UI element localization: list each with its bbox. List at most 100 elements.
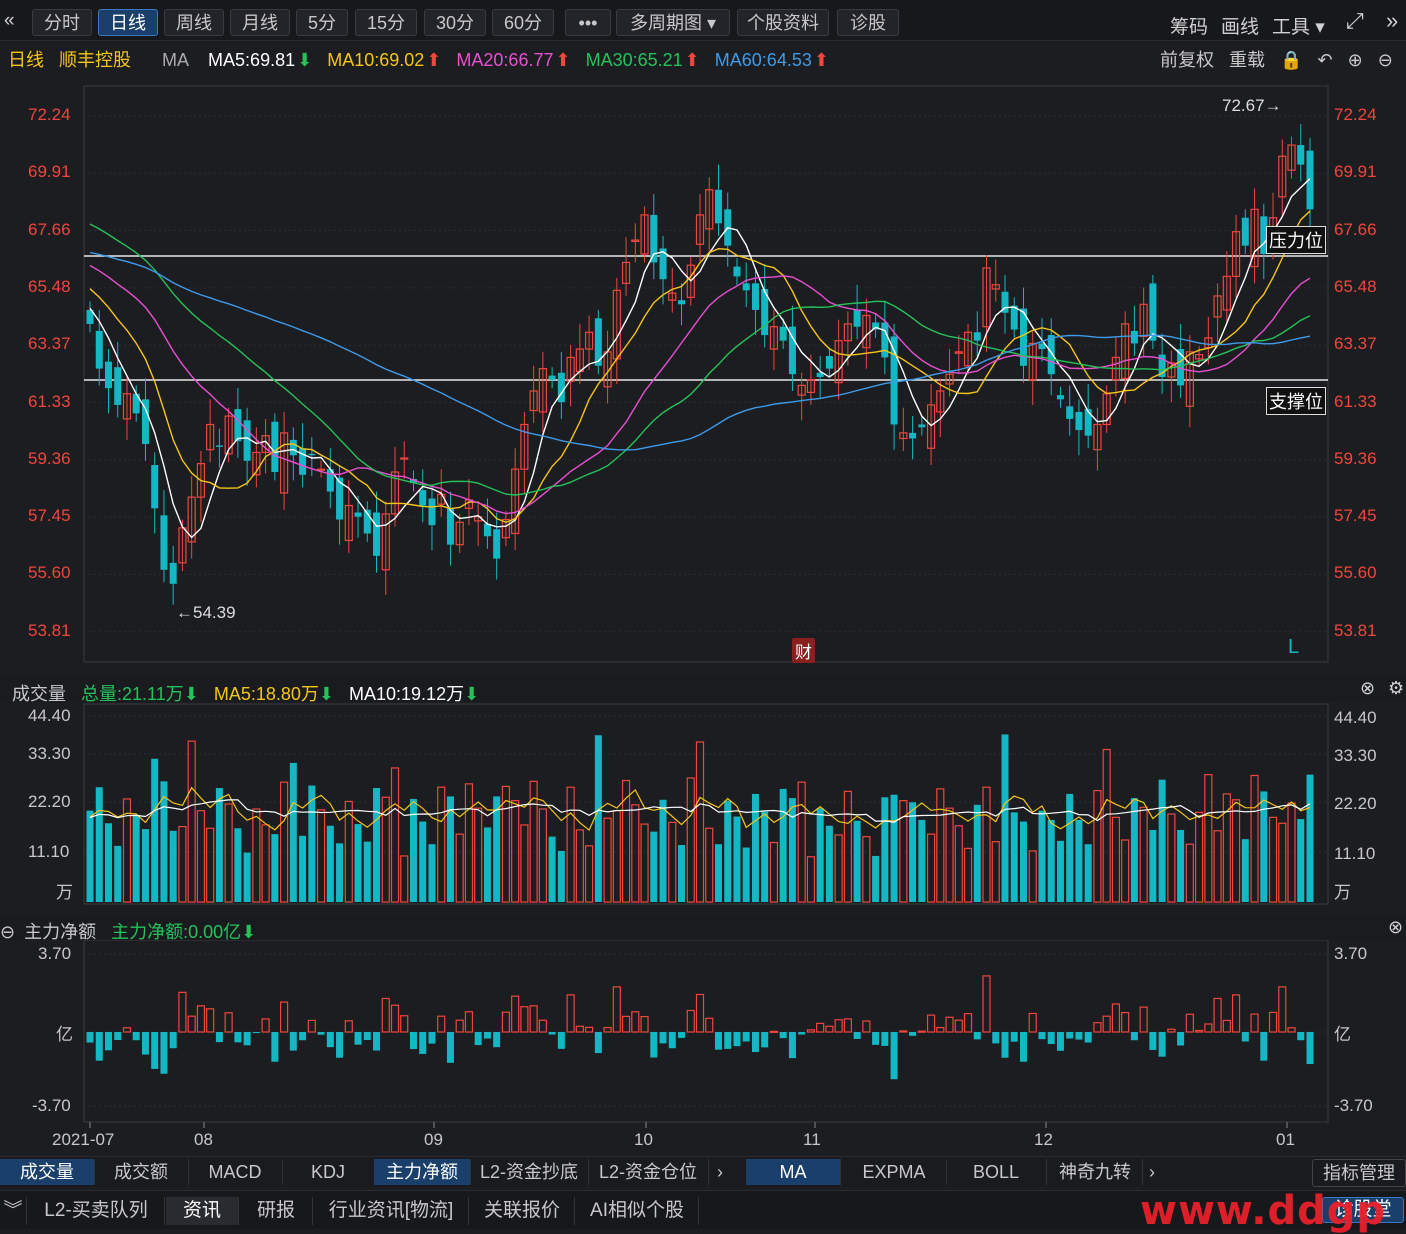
- indicator-tab-0[interactable]: 成交量: [0, 1159, 95, 1185]
- flow-collapse-icon[interactable]: ⊖: [0, 922, 16, 942]
- reload-button[interactable]: 重载: [1229, 50, 1266, 70]
- volume-bar: [354, 824, 362, 902]
- volume-close-icon[interactable]: ⊗: [1360, 678, 1376, 698]
- stock-profile-button[interactable]: 个股资料: [737, 9, 829, 36]
- bottom-tab-4[interactable]: 关联报价: [470, 1197, 575, 1225]
- multi-period-button[interactable]: 多周期图 ▾: [616, 9, 730, 36]
- finance-badge[interactable]: 财: [792, 638, 815, 663]
- flow-bar: [668, 1032, 676, 1049]
- volume-unit-left: 万: [56, 883, 73, 902]
- back-icon[interactable]: «: [4, 10, 15, 31]
- zoom-in-icon[interactable]: ⊕: [1347, 50, 1363, 70]
- candle-body: [1213, 295, 1222, 318]
- candle-body: [520, 423, 529, 470]
- volume-bar: [206, 827, 215, 903]
- flow-bar: [1056, 1032, 1064, 1051]
- bottom-tab-2[interactable]: 研报: [240, 1197, 313, 1225]
- price-tick-left: 67.66: [28, 219, 71, 239]
- candle-body: [95, 330, 103, 369]
- expand-icon[interactable]: ⤢: [1346, 8, 1364, 33]
- indicator-tab-4[interactable]: 主力净额: [374, 1159, 471, 1185]
- volume-bar: [881, 797, 889, 902]
- indicator-tabs-next-icon[interactable]: ›: [717, 1162, 723, 1182]
- flow-bar: [714, 1032, 722, 1050]
- flow-close-icon[interactable]: ⊗: [1388, 917, 1404, 937]
- volume-bar: [1075, 819, 1083, 902]
- tools-button[interactable]: 工具 ▾: [1272, 17, 1325, 38]
- indicator-tab-1[interactable]: 成交额: [94, 1159, 189, 1185]
- period-tab-6[interactable]: 30分: [424, 9, 486, 36]
- indicator-manage-button[interactable]: 指标管理: [1312, 1159, 1406, 1187]
- volume-bar: [742, 847, 750, 902]
- overlay-tabs-next-icon[interactable]: ›: [1149, 1162, 1155, 1182]
- candle-body: [114, 367, 122, 405]
- candle-body: [668, 292, 677, 301]
- candle-body: [501, 518, 511, 539]
- period-tab-2[interactable]: 周线: [164, 9, 224, 36]
- period-tab-0[interactable]: 分时: [32, 9, 92, 36]
- indicator-tab-2[interactable]: MACD: [188, 1159, 283, 1185]
- volume-bar: [196, 810, 206, 903]
- indicator-tab-3[interactable]: KDJ: [282, 1159, 375, 1185]
- overlay-tab-0[interactable]: MA: [746, 1159, 841, 1185]
- flow-bar: [1260, 1032, 1268, 1061]
- flow-axis-bottom-left: -3.70: [32, 1096, 71, 1115]
- flow-value: 主力净额:0.00亿: [111, 922, 242, 942]
- volume-bar: [455, 833, 464, 903]
- volume-bar: [1102, 748, 1111, 903]
- period-tab-3[interactable]: 月线: [230, 9, 290, 36]
- flow-bar: [529, 1005, 538, 1033]
- candle-body: [400, 457, 409, 460]
- indicator-tab-5[interactable]: L2-资金抄底: [470, 1159, 589, 1185]
- zoom-out-icon[interactable]: ⊖: [1377, 50, 1393, 70]
- lock-icon[interactable]: 🔒: [1280, 50, 1303, 70]
- draw-button[interactable]: 画线: [1221, 17, 1260, 38]
- overlay-tab-3[interactable]: 神奇九转: [1048, 1159, 1143, 1185]
- candle-body: [151, 465, 159, 509]
- period-tab-4[interactable]: 5分: [296, 9, 348, 36]
- collapse-icon[interactable]: »: [1386, 8, 1399, 33]
- forward-adjust-button[interactable]: 前复权: [1160, 50, 1214, 70]
- candle-body: [326, 469, 334, 492]
- candle-body: [1185, 351, 1194, 407]
- bottom-tab-1[interactable]: 资讯: [166, 1197, 239, 1225]
- ma30-line: [89, 223, 1311, 496]
- overlay-tab-2[interactable]: BOLL: [946, 1159, 1047, 1185]
- x-axis-label: 01: [1276, 1130, 1295, 1149]
- period-tab-1[interactable]: 日线: [98, 9, 158, 36]
- volume-gear-icon[interactable]: ⚙: [1388, 678, 1405, 698]
- chips-button[interactable]: 筹码: [1170, 17, 1209, 38]
- indicator-tab-6[interactable]: L2-资金仓位: [588, 1159, 709, 1185]
- volume-bar: [271, 834, 279, 902]
- candle-body: [1231, 231, 1241, 277]
- volume-bar: [132, 814, 140, 902]
- bottom-tab-5[interactable]: AI相似个股: [576, 1197, 699, 1225]
- volume-bar: [215, 788, 223, 902]
- diagnose-hall-button[interactable]: 诊股堂: [1322, 1197, 1404, 1223]
- flow-bar: [381, 997, 390, 1033]
- bottom-collapse-icon[interactable]: ︾: [0, 1197, 27, 1225]
- candle-body: [797, 384, 806, 396]
- undo-icon[interactable]: ↶: [1317, 50, 1333, 70]
- flow-bar: [575, 1025, 584, 1033]
- volume-bar: [853, 820, 861, 902]
- candle-body: [1038, 343, 1046, 350]
- bottom-tab-3[interactable]: 行业资讯[物流]: [314, 1197, 469, 1225]
- ma-label[interactable]: MA: [162, 50, 190, 70]
- volume-bar: [1194, 811, 1204, 903]
- volume-bar: [1038, 810, 1046, 902]
- period-tab-7[interactable]: 60分: [492, 9, 554, 36]
- candle-body: [594, 318, 602, 366]
- candle-body: [1093, 423, 1102, 451]
- more-button[interactable]: •••: [565, 9, 611, 36]
- flow-bar: [252, 1032, 260, 1034]
- overlay-tab-1[interactable]: EXPMA: [842, 1159, 947, 1185]
- volume-bar: [1139, 806, 1148, 903]
- bottom-tab-0[interactable]: L2-买卖队列: [28, 1197, 165, 1225]
- kline-chart[interactable]: [0, 40, 1406, 1190]
- candle-body: [1066, 406, 1074, 419]
- candle-body: [344, 504, 353, 542]
- period-tab-5[interactable]: 15分: [355, 9, 417, 36]
- diagnose-button[interactable]: 诊股: [837, 9, 899, 36]
- flow-bar: [899, 1030, 908, 1033]
